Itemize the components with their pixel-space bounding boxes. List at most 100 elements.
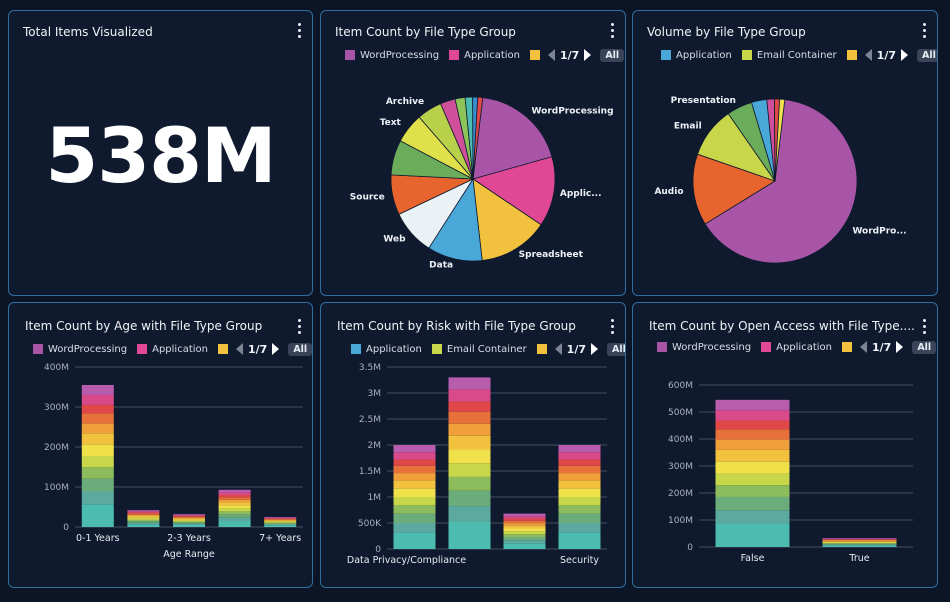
legend-item-label[interactable]: Application xyxy=(152,343,208,355)
bar-segment[interactable] xyxy=(558,532,601,549)
bar-segment[interactable] xyxy=(715,461,790,474)
bar-segment[interactable] xyxy=(173,521,205,523)
bar-segment[interactable] xyxy=(127,524,160,527)
bar-stack[interactable] xyxy=(448,377,491,549)
bar-stack[interactable] xyxy=(393,445,436,549)
bar-stack[interactable] xyxy=(218,489,251,527)
bar-segment[interactable] xyxy=(81,444,114,456)
legend-item-label[interactable]: Application xyxy=(676,49,732,61)
legend-item-label[interactable]: Application xyxy=(366,343,422,355)
bar-segment[interactable] xyxy=(822,540,897,542)
legend-item-label[interactable]: Email Container xyxy=(756,49,837,61)
legend-prev-icon[interactable] xyxy=(864,49,872,61)
bar-segment[interactable] xyxy=(715,399,790,411)
bar-segment[interactable] xyxy=(127,510,160,512)
bar-segment[interactable] xyxy=(822,541,897,543)
bar-stack[interactable] xyxy=(173,514,205,527)
bar-segment[interactable] xyxy=(173,515,205,517)
bar-segment[interactable] xyxy=(81,423,114,434)
bar-segment[interactable] xyxy=(264,525,297,527)
bar-segment[interactable] xyxy=(448,463,491,477)
bar-segment[interactable] xyxy=(558,497,601,506)
bar-segment[interactable] xyxy=(264,519,297,521)
bar-segment[interactable] xyxy=(715,449,790,462)
bar-segment[interactable] xyxy=(448,449,491,464)
bar-segment[interactable] xyxy=(822,543,897,544)
bar-segment[interactable] xyxy=(503,543,546,549)
bar-segment[interactable] xyxy=(822,543,897,545)
bar-segment[interactable] xyxy=(448,521,491,549)
bar-stack[interactable] xyxy=(127,510,160,527)
legend-item-label[interactable]: Email Container xyxy=(446,343,527,355)
bar-segment[interactable] xyxy=(127,517,160,519)
legend-prev-icon[interactable] xyxy=(554,343,562,355)
legend-item-label[interactable]: Application xyxy=(776,341,832,353)
bar-segment[interactable] xyxy=(503,536,546,541)
bar-segment[interactable] xyxy=(448,490,491,507)
bar-segment[interactable] xyxy=(218,517,251,522)
pie-slice[interactable] xyxy=(472,178,542,261)
bar-segment[interactable] xyxy=(173,519,205,521)
bar-segment[interactable] xyxy=(715,485,790,497)
bar-segment[interactable] xyxy=(127,515,160,518)
legend-prev-icon[interactable] xyxy=(547,49,555,61)
bar-segment[interactable] xyxy=(822,538,897,540)
legend-item-label[interactable]: WordProcessing xyxy=(48,343,128,355)
bar-segment[interactable] xyxy=(173,523,205,525)
bar-segment[interactable] xyxy=(393,459,436,466)
bar-segment[interactable] xyxy=(173,517,205,519)
bar-segment[interactable] xyxy=(81,394,114,405)
bar-segment[interactable] xyxy=(503,531,546,535)
bar-segment[interactable] xyxy=(264,519,297,520)
legend-all-button[interactable]: All xyxy=(917,48,937,62)
bar-segment[interactable] xyxy=(393,532,436,549)
bar-segment[interactable] xyxy=(218,514,251,518)
bar-segment[interactable] xyxy=(558,505,601,514)
legend-prev-icon[interactable] xyxy=(859,341,867,353)
bar-segment[interactable] xyxy=(173,522,205,524)
more-menu-icon[interactable] xyxy=(296,23,302,39)
bar-segment[interactable] xyxy=(218,499,251,503)
more-menu-icon[interactable] xyxy=(609,23,615,39)
legend-all-button[interactable]: All xyxy=(607,342,625,356)
bar-segment[interactable] xyxy=(503,513,546,517)
bar-segment[interactable] xyxy=(393,497,436,506)
pie-slice[interactable] xyxy=(692,153,776,225)
bar-segment[interactable] xyxy=(558,459,601,466)
bar-segment[interactable] xyxy=(503,518,546,521)
bar-segment[interactable] xyxy=(81,385,114,395)
bar-segment[interactable] xyxy=(173,518,205,520)
bar-segment[interactable] xyxy=(715,410,790,421)
bar-segment[interactable] xyxy=(127,513,160,515)
bar-segment[interactable] xyxy=(393,452,436,460)
bar-segment[interactable] xyxy=(503,520,546,524)
bar-segment[interactable] xyxy=(264,517,297,519)
bar-segment[interactable] xyxy=(218,508,251,512)
bar-segment[interactable] xyxy=(558,513,601,523)
bar-segment[interactable] xyxy=(715,439,790,450)
bar-segment[interactable] xyxy=(81,433,114,445)
bar-segment[interactable] xyxy=(558,480,601,489)
legend-item-label[interactable]: Application xyxy=(464,49,520,61)
bar-segment[interactable] xyxy=(822,538,897,539)
legend-next-icon[interactable] xyxy=(901,49,908,61)
bar-stack[interactable] xyxy=(81,385,114,527)
bar-segment[interactable] xyxy=(218,502,251,506)
bar-stack[interactable] xyxy=(558,445,601,549)
bar-stack[interactable] xyxy=(822,538,897,547)
bar-segment[interactable] xyxy=(558,465,601,474)
bar-segment[interactable] xyxy=(264,523,297,525)
bar-segment[interactable] xyxy=(127,514,160,516)
pie-slice[interactable] xyxy=(472,96,484,180)
bar-segment[interactable] xyxy=(173,524,205,527)
bar-segment[interactable] xyxy=(448,423,491,436)
bar-segment[interactable] xyxy=(81,491,114,505)
pie-slice[interactable] xyxy=(472,156,556,226)
bar-segment[interactable] xyxy=(448,401,491,412)
bar-segment[interactable] xyxy=(715,510,790,524)
bar-segment[interactable] xyxy=(264,524,297,526)
bar-segment[interactable] xyxy=(81,456,114,468)
bar-segment[interactable] xyxy=(558,473,601,481)
bar-segment[interactable] xyxy=(218,489,251,493)
bar-segment[interactable] xyxy=(822,539,897,540)
